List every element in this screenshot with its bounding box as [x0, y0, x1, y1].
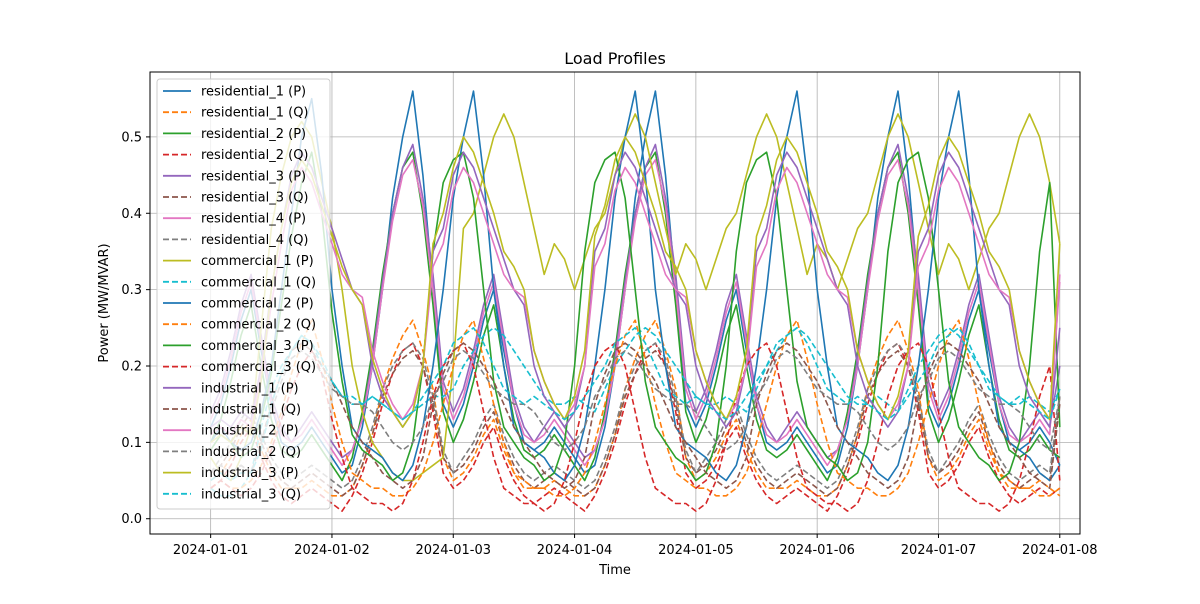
legend-label: residential_1 (P) — [201, 85, 306, 100]
legend-label: commercial_1 (Q) — [201, 275, 316, 290]
legend-label: commercial_2 (P) — [201, 297, 314, 312]
legend-label: industrial_3 (Q) — [201, 487, 301, 502]
series-line-15 — [210, 342, 1061, 490]
x-tick-label: 2024-01-05 — [658, 543, 734, 558]
x-axis-label: Time — [598, 563, 631, 578]
series-line-6 — [209, 159, 1061, 467]
series-line-19 — [210, 326, 1061, 482]
legend-label: industrial_2 (Q) — [201, 445, 301, 460]
x-tick-label: 2024-01-03 — [415, 543, 491, 558]
y-tick-label: 0.0 — [121, 512, 142, 527]
y-tick-label: 0.5 — [121, 130, 142, 145]
x-tick-label: 2024-01-06 — [779, 543, 855, 558]
legend-label: residential_2 (P) — [201, 127, 306, 142]
series-line-12 — [210, 151, 1061, 482]
legend-label: residential_3 (Q) — [201, 191, 309, 206]
x-tick-label: 2024-01-02 — [294, 543, 370, 558]
y-tick-label: 0.3 — [121, 283, 142, 298]
legend-label: commercial_2 (Q) — [201, 318, 316, 333]
legend-label: residential_2 (Q) — [201, 148, 309, 163]
legend-label: industrial_1 (P) — [201, 381, 299, 396]
legend-label: residential_4 (P) — [201, 212, 306, 227]
legend-label: industrial_1 (Q) — [201, 403, 301, 418]
legend-label: residential_4 (Q) — [201, 233, 309, 248]
legend-label: industrial_2 (P) — [201, 424, 299, 439]
y-axis-ticks: 0.0 0.1 0.2 0.3 0.4 0.5 — [121, 130, 150, 527]
series-line-13 — [210, 342, 1061, 512]
legend-label: commercial_3 (P) — [201, 339, 314, 354]
y-tick-label: 0.4 — [121, 207, 142, 222]
chart-title: Load Profiles — [564, 49, 666, 68]
x-axis-ticks: 2024-01-01 2024-01-02 2024-01-03 2024-01-04… — [173, 534, 1098, 558]
y-axis-label: Power (MW/MVAR) — [97, 243, 112, 362]
series-line-17 — [210, 349, 1061, 474]
y-tick-label: 0.2 — [121, 360, 142, 375]
legend: residential_1 (P) residential_1 (Q) reside… — [156, 78, 331, 510]
plot-frame — [149, 71, 1081, 535]
series-line-8 — [210, 113, 1061, 482]
legend-label: commercial_1 (P) — [201, 254, 314, 269]
x-tick-label: 2024-01-08 — [1022, 543, 1098, 558]
legend-label: commercial_3 (Q) — [201, 360, 316, 375]
legend-label: residential_1 (Q) — [201, 106, 309, 121]
y-tick-label: 0.1 — [121, 436, 142, 451]
legend-label: residential_3 (P) — [201, 169, 306, 184]
series-line-11 — [210, 319, 1061, 497]
x-tick-label: 2024-01-01 — [173, 543, 249, 558]
x-tick-label: 2024-01-04 — [537, 543, 613, 558]
series-line-18 — [210, 136, 1061, 444]
x-tick-label: 2024-01-07 — [901, 543, 977, 558]
legend-label: industrial_3 (P) — [201, 466, 299, 481]
legend-box — [156, 78, 331, 510]
series-lines — [209, 90, 1061, 512]
